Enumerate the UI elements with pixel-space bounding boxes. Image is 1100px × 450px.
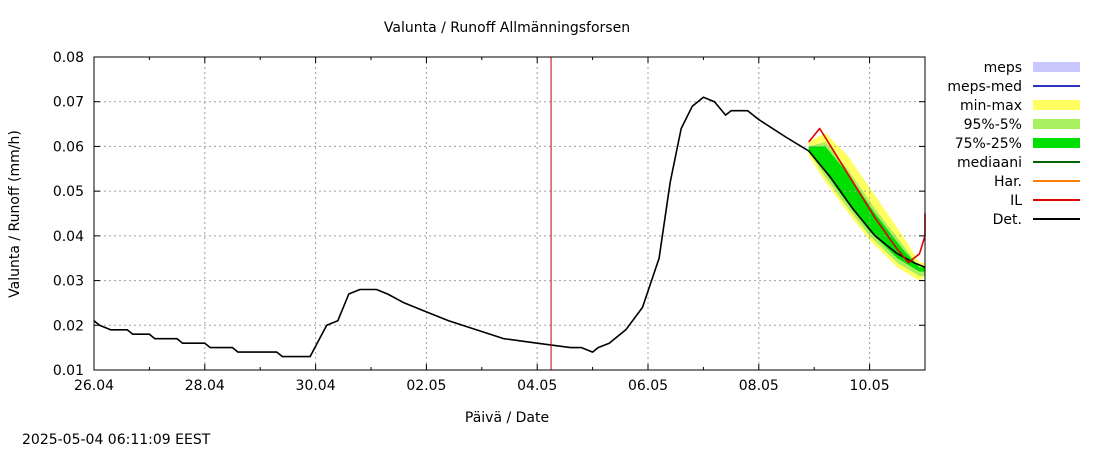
grid-lines xyxy=(94,57,925,370)
timestamp: 2025-05-04 06:11:09 EEST xyxy=(22,432,211,448)
legend-label: Har. xyxy=(994,174,1022,190)
y-tick-label: 0.05 xyxy=(53,184,84,200)
legend-label: Det. xyxy=(993,212,1022,228)
x-tick-label: 10.05 xyxy=(850,378,890,394)
legend: meps meps-med min-max 95%-5% 75%-25% mediaani… xyxy=(947,60,1080,228)
x-tick-label: 28.04 xyxy=(185,378,225,394)
legend-swatch xyxy=(1033,119,1080,129)
series-line-il xyxy=(808,127,926,264)
x-axis-label: Päivä / Date xyxy=(465,410,549,426)
y-tick-label: 0.08 xyxy=(53,50,84,66)
series-lines xyxy=(93,57,926,370)
legend-swatch xyxy=(1033,62,1080,72)
band-75-25 xyxy=(808,146,925,272)
legend-label: min-max xyxy=(960,98,1022,114)
series-line-det xyxy=(93,96,926,358)
axes: 0.01 0.02 0.03 0.04 0.05 0.06 0.07 0.08 26.04 28.… xyxy=(53,50,926,394)
legend-label: meps-med xyxy=(947,79,1022,95)
legend-label: 75%-25% xyxy=(955,136,1022,152)
x-tick-label: 04.05 xyxy=(517,378,557,394)
y-tick-label: 0.04 xyxy=(53,229,84,245)
x-tick-label: 08.05 xyxy=(739,378,779,394)
y-tick-label: 0.01 xyxy=(53,363,84,379)
legend-label: mediaani xyxy=(957,155,1022,171)
y-axis-label: Valunta / Runoff (mm/h) xyxy=(7,130,23,298)
legend-swatch xyxy=(1033,100,1080,110)
legend-label: IL xyxy=(1010,193,1022,209)
chart-title: Valunta / Runoff Allmänningsforsen xyxy=(384,20,630,36)
x-tick-label: 26.04 xyxy=(74,378,114,394)
forecast-bands xyxy=(808,133,925,281)
legend-swatch xyxy=(1033,138,1080,148)
x-tick-label: 02.05 xyxy=(406,378,446,394)
plot-frame xyxy=(93,56,926,371)
y-tick-label: 0.03 xyxy=(53,274,84,290)
y-tick-label: 0.06 xyxy=(53,139,84,155)
x-tick-label: 30.04 xyxy=(296,378,336,394)
x-tick-label: 06.05 xyxy=(628,378,668,394)
legend-label: meps xyxy=(984,60,1022,76)
y-tick-label: 0.07 xyxy=(53,95,84,111)
y-tick-label: 0.02 xyxy=(53,318,84,334)
legend-label: 95%-5% xyxy=(964,117,1022,133)
